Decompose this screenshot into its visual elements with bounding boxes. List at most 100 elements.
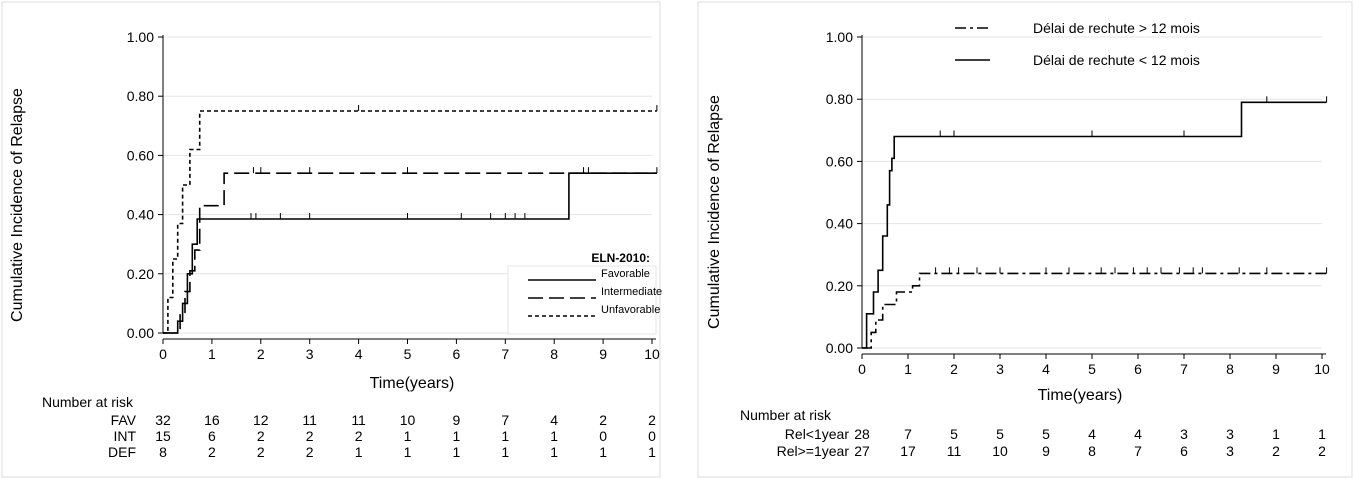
series-line-solid <box>862 101 1327 349</box>
x-tick-label: 5 <box>404 346 412 362</box>
risk-count: 10 <box>992 443 1008 459</box>
x-tick-label: 9 <box>599 346 607 362</box>
risk-count: 11 <box>947 443 962 459</box>
risk-count: 16 <box>204 412 220 428</box>
legend-title: ELN-2010: <box>591 251 650 265</box>
risk-count: 7 <box>501 412 509 428</box>
risk-count: 4 <box>1134 426 1142 442</box>
y-tick-label: 0.00 <box>127 325 154 341</box>
risk-count: 3 <box>1226 443 1234 459</box>
y-tick-label: 0.40 <box>127 207 154 223</box>
risk-table-title: Number at risk <box>42 394 134 410</box>
risk-count: 1 <box>599 444 607 460</box>
risk-count: 1 <box>453 444 461 460</box>
risk-count: 0 <box>648 428 656 444</box>
x-tick-label: 0 <box>858 361 866 377</box>
legend-label: Favorable <box>601 268 650 280</box>
y-axis-label: Cumulative Incidence of Relapse <box>706 95 723 329</box>
risk-count: 2 <box>355 428 363 444</box>
series-line-dotted <box>163 110 657 334</box>
risk-count: 1 <box>1272 426 1280 442</box>
x-tick-label: 8 <box>1226 361 1234 377</box>
risk-count: 5 <box>1042 426 1050 442</box>
risk-row-label: Rel<1year <box>785 426 850 442</box>
risk-count: 5 <box>996 426 1004 442</box>
risk-count: 1 <box>1318 426 1326 442</box>
risk-count: 28 <box>854 426 870 442</box>
y-tick-label: 0.20 <box>127 266 154 282</box>
risk-row-label: Rel>=1year <box>777 443 850 459</box>
x-axis-label: Time(years) <box>370 375 455 392</box>
risk-count: 4 <box>1088 426 1096 442</box>
risk-count: 3 <box>1226 426 1234 442</box>
x-tick-label: 3 <box>996 361 1004 377</box>
left-panel-frame <box>1 1 661 478</box>
risk-count: 7 <box>1134 443 1142 459</box>
risk-count: 2 <box>1272 443 1280 459</box>
y-tick-label: 1.00 <box>826 29 853 45</box>
risk-count: 27 <box>854 443 870 459</box>
x-tick-label: 6 <box>1134 361 1142 377</box>
x-tick-label: 5 <box>1088 361 1096 377</box>
risk-table-title: Number at risk <box>740 407 832 423</box>
risk-count: 15 <box>155 428 171 444</box>
x-tick-label: 10 <box>644 346 660 362</box>
risk-row-label: INT <box>113 428 136 444</box>
legend-box <box>507 265 657 335</box>
y-tick-label: 1.00 <box>127 29 154 45</box>
y-axis-label: Cumulative Incidence of Relapse <box>9 88 26 322</box>
right-chart-panel: 0.000.200.400.600.801.000 1 2 3 4 5 6 7 8 9 10Time… <box>706 20 1330 459</box>
y-tick-label: 0.60 <box>826 153 853 169</box>
left-chart-panel: 0.000.200.400.600.801.000 1 2 3 4 5 6 7 8 9 10Time… <box>9 29 662 460</box>
x-tick-label: 2 <box>257 346 265 362</box>
risk-count: 11 <box>302 412 317 428</box>
risk-count: 2 <box>648 412 656 428</box>
x-tick-label: 3 <box>306 346 314 362</box>
x-tick-label: 1 <box>208 346 216 362</box>
risk-count: 4 <box>550 412 558 428</box>
x-tick-label: 0 <box>159 346 167 362</box>
risk-count: 1 <box>550 444 558 460</box>
y-tick-label: 0.80 <box>127 88 154 104</box>
y-tick-label: 0.40 <box>826 216 853 232</box>
risk-count: 9 <box>1042 443 1050 459</box>
x-tick-label: 8 <box>550 346 558 362</box>
risk-count: 1 <box>404 428 412 444</box>
risk-count: 2 <box>1318 443 1326 459</box>
y-tick-label: 0.60 <box>127 147 154 163</box>
risk-count: 9 <box>453 412 461 428</box>
legend-label: Unfavorable <box>601 304 660 316</box>
series-line-dashed <box>163 172 657 334</box>
risk-count: 32 <box>155 412 171 428</box>
risk-row-label: FAV <box>111 412 137 428</box>
x-tick-label: 7 <box>1180 361 1188 377</box>
risk-count: 1 <box>404 444 412 460</box>
x-tick-label: 1 <box>904 361 912 377</box>
risk-count: 12 <box>253 412 269 428</box>
x-tick-label: 4 <box>355 346 363 362</box>
risk-count: 5 <box>950 426 958 442</box>
risk-count: 2 <box>257 428 265 444</box>
risk-count: 2 <box>306 444 314 460</box>
risk-count: 1 <box>501 444 509 460</box>
risk-count: 0 <box>599 428 607 444</box>
y-tick-label: 0.80 <box>826 91 853 107</box>
right-panel-frame <box>697 1 1353 478</box>
risk-count: 11 <box>351 412 366 428</box>
risk-count: 1 <box>355 444 363 460</box>
risk-row-label: DEF <box>108 444 136 460</box>
risk-count: 3 <box>1180 426 1188 442</box>
risk-count: 6 <box>1180 443 1188 459</box>
risk-count: 6 <box>208 428 216 444</box>
legend-label: Délai de rechute < 12 mois <box>1033 52 1200 68</box>
y-tick-label: 0.20 <box>826 278 853 294</box>
x-tick-label: 7 <box>501 346 509 362</box>
risk-count: 8 <box>1088 443 1096 459</box>
risk-count: 2 <box>599 412 607 428</box>
risk-count: 1 <box>501 428 509 444</box>
risk-count: 8 <box>159 444 167 460</box>
x-tick-label: 2 <box>950 361 958 377</box>
x-tick-label: 6 <box>453 346 461 362</box>
risk-count: 2 <box>306 428 314 444</box>
